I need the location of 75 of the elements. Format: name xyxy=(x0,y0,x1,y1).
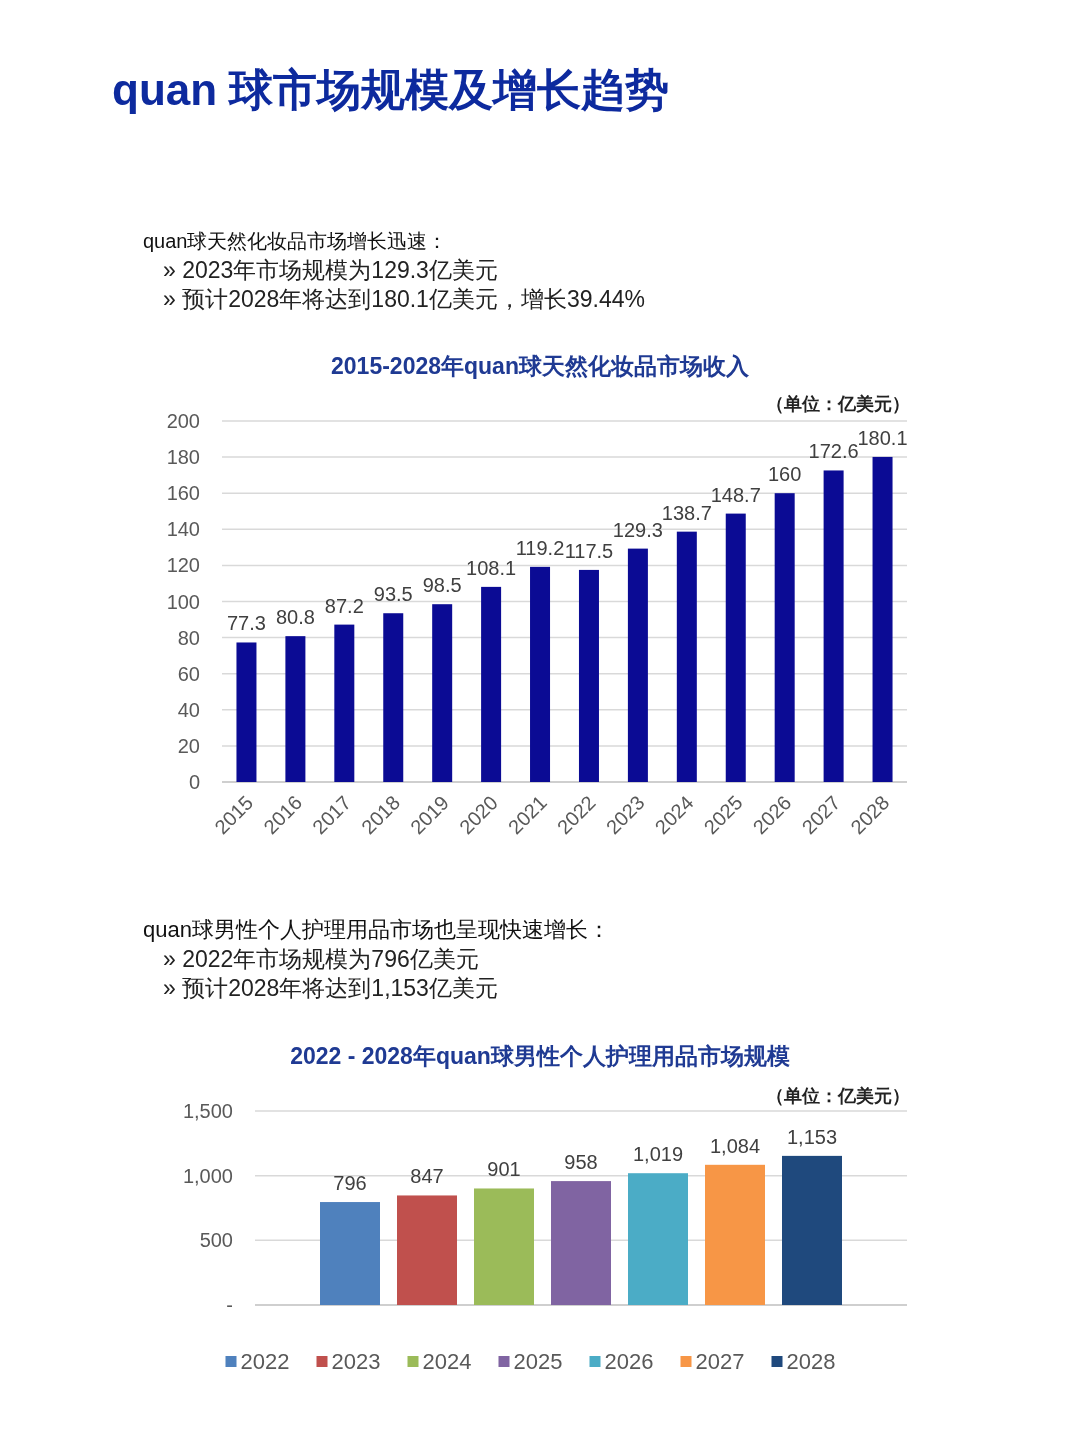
y-tick-label: - xyxy=(226,1294,233,1316)
bar xyxy=(705,1164,765,1305)
bar xyxy=(530,566,551,782)
data-label: 796 xyxy=(333,1172,367,1195)
legend-label: 2022 xyxy=(240,1349,290,1374)
bar xyxy=(285,636,306,782)
text: （单位：亿美元） xyxy=(766,394,910,414)
data-label: 87.2 xyxy=(324,594,364,617)
data-label: 1,084 xyxy=(709,1134,761,1157)
y-tick-label: 80 xyxy=(177,626,200,649)
bar xyxy=(397,1195,457,1305)
legend-label: 2028 xyxy=(786,1349,836,1374)
bar xyxy=(383,613,404,782)
y-tick-label: 60 xyxy=(177,662,200,685)
y-tick-label: 160 xyxy=(166,482,200,505)
bar xyxy=(774,493,795,782)
y-tick-label: 20 xyxy=(177,734,200,757)
bar xyxy=(320,1202,380,1305)
data-label: 98.5 xyxy=(422,574,462,597)
text: » 预计2028年将达到1,153亿美元 xyxy=(163,975,498,1001)
y-tick-label: 180 xyxy=(166,446,200,469)
bar xyxy=(628,1173,688,1305)
bar xyxy=(872,456,893,782)
data-label: 93.5 xyxy=(373,583,413,606)
bar xyxy=(236,642,257,782)
bar xyxy=(481,586,502,782)
chart-title: 2015-2028年quan球天然化妆品市场收入 xyxy=(331,353,750,379)
data-label: 148.7 xyxy=(710,483,761,506)
y-tick-label: 1,500 xyxy=(182,1100,233,1122)
bar xyxy=(578,569,599,782)
data-label: 1,019 xyxy=(632,1143,684,1166)
data-label: 117.5 xyxy=(564,539,614,562)
bar xyxy=(432,604,453,782)
chart-title: 2022 - 2028年quan球男性个人护理用品市场规模 xyxy=(290,1043,790,1069)
data-label: 160 xyxy=(767,463,802,486)
legend-label: 2024 xyxy=(422,1349,472,1374)
data-label: 138.7 xyxy=(661,501,712,524)
bar xyxy=(334,624,355,782)
bar xyxy=(823,470,844,782)
data-label: 180.1 xyxy=(857,426,908,449)
bar xyxy=(782,1155,842,1305)
data-label: 1,153 xyxy=(786,1125,838,1148)
bar xyxy=(551,1181,611,1305)
data-label: 77.3 xyxy=(227,612,266,635)
y-tick-label: 0 xyxy=(188,771,200,793)
y-tick-label: 140 xyxy=(166,518,200,541)
text: （单位：亿美元） xyxy=(766,1086,910,1106)
legend-label: 2027 xyxy=(695,1349,745,1374)
data-label: 958 xyxy=(564,1151,598,1174)
legend-label: 2023 xyxy=(331,1349,381,1374)
data-label: 119.2 xyxy=(515,536,565,559)
y-tick-label: 40 xyxy=(177,698,200,721)
text: » 预计2028年将达到180.1亿美元，增长39.44% xyxy=(163,286,645,312)
legend-label: 2026 xyxy=(604,1349,654,1374)
data-label: 129.3 xyxy=(612,518,663,541)
text: quan球男性个人护理用品市场也呈现快速增长： xyxy=(143,917,610,942)
y-tick-label: 200 xyxy=(166,410,200,432)
data-label: 847 xyxy=(410,1165,444,1188)
y-tick-label: 1,000 xyxy=(182,1164,233,1187)
bar xyxy=(725,513,746,782)
bar xyxy=(676,531,697,782)
data-label: 80.8 xyxy=(275,606,315,629)
bar xyxy=(627,548,648,782)
data-label: 172.6 xyxy=(808,440,859,463)
text: quan球天然化妆品市场增长迅速： xyxy=(143,230,448,252)
text: quan 球市场规模及增长趋势 xyxy=(112,65,670,114)
y-tick-label: 500 xyxy=(199,1229,233,1252)
y-tick-label: 120 xyxy=(166,554,200,577)
legend-label: 2025 xyxy=(513,1349,563,1374)
y-tick-label: 100 xyxy=(166,590,200,613)
data-label: 108.1 xyxy=(466,556,517,579)
text: » 2022年市场规模为796亿美元 xyxy=(163,946,479,972)
text: » 2023年市场规模为129.3亿美元 xyxy=(163,257,498,283)
bar xyxy=(474,1188,534,1305)
data-label: 901 xyxy=(487,1158,521,1181)
